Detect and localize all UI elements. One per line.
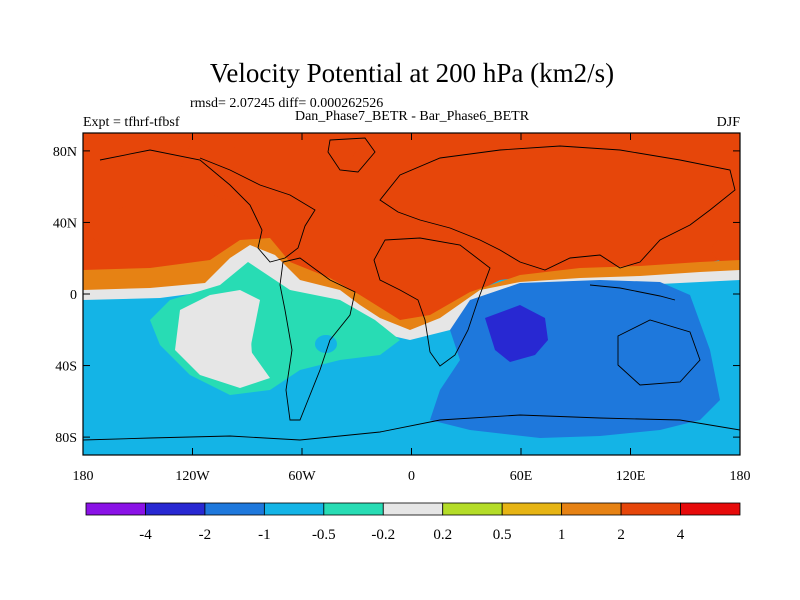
center-string: Dan_Phase7_BETR - Bar_Phase6_BETR xyxy=(295,109,530,124)
south-america-outline xyxy=(279,257,356,421)
x-tick-label: 0 xyxy=(408,469,415,484)
colorbar-swatch xyxy=(145,502,206,516)
south-pacific-white-patch xyxy=(185,303,252,365)
y-tick-label: 80N xyxy=(53,145,77,160)
y-tick-label: 40N xyxy=(53,216,77,231)
colorbar-labels: -4 -2 -1 -0.5 -0.2 0.2 0.5 1 2 4 xyxy=(139,527,685,543)
chart-subtitle: rmsd= 2.07245 diff= 0.000262526 xyxy=(190,96,383,111)
x-tick-label: 60E xyxy=(510,469,533,484)
colorbar-swatch xyxy=(204,502,265,516)
y-tick-label: 0 xyxy=(70,288,77,303)
y-tick-label: 80S xyxy=(55,431,77,446)
eurasia-outline xyxy=(379,145,736,271)
antarctica-outline xyxy=(83,414,740,441)
west-red-lobe xyxy=(83,236,101,264)
right-string: DJF xyxy=(717,115,741,130)
colorbar-swatch xyxy=(561,502,622,516)
colorbar-swatch xyxy=(620,502,681,516)
australia-outline xyxy=(617,319,701,386)
south-america-blue-spot xyxy=(315,335,337,353)
colorbar-swatch xyxy=(442,502,503,516)
y-tick-label: 40S xyxy=(55,360,77,375)
colorbar-label: -1 xyxy=(258,527,271,543)
x-tick-label: 180 xyxy=(730,469,751,484)
colorbar-label: 0.2 xyxy=(433,527,452,543)
east-red-lobe xyxy=(712,234,740,266)
colorbar-swatch xyxy=(263,502,325,516)
colorbar-label: 1 xyxy=(558,527,566,543)
coastlines xyxy=(83,137,740,441)
colorbar-label: -0.5 xyxy=(312,527,336,543)
chart-title: Velocity Potential at 200 hPa (km2/s) xyxy=(210,58,614,88)
indian-ocean-dark-blue xyxy=(430,280,720,438)
colorbar-swatch xyxy=(323,502,384,516)
colorbar-swatch xyxy=(85,502,146,516)
x-tick-label: 120W xyxy=(175,469,210,484)
indonesia-outline xyxy=(589,284,676,301)
indian-ocean-minimum xyxy=(485,305,548,362)
axis-ticks xyxy=(82,133,741,455)
africa-outline xyxy=(373,237,491,367)
colorbar-label: -4 xyxy=(139,527,152,543)
colorbar-label: 2 xyxy=(617,527,625,543)
colorbar-label: 4 xyxy=(677,527,685,543)
greenland-outline xyxy=(327,137,376,173)
colorbar xyxy=(85,502,741,516)
x-tick-label: 60W xyxy=(288,469,316,484)
colorbar-swatch xyxy=(382,502,444,516)
axis-tick-labels: 180 120W 60W 0 60E 120E 180 80N 40N 0 40S 80S xyxy=(53,145,751,484)
colorbar-label: -2 xyxy=(199,527,212,543)
left-string: Expt = tfhrf-tfbsf xyxy=(83,115,180,130)
north-orange-region xyxy=(180,145,330,215)
colorbar-label: -0.2 xyxy=(371,527,395,543)
colorbar-label: 0.5 xyxy=(493,527,512,543)
eurasia-high xyxy=(340,133,740,255)
colorbar-swatch xyxy=(680,502,741,516)
x-tick-label: 180 xyxy=(73,469,94,484)
contour-field xyxy=(83,133,740,455)
x-tick-label: 120E xyxy=(616,469,646,484)
colorbar-swatch xyxy=(501,502,563,516)
north-america-outline xyxy=(99,149,316,263)
